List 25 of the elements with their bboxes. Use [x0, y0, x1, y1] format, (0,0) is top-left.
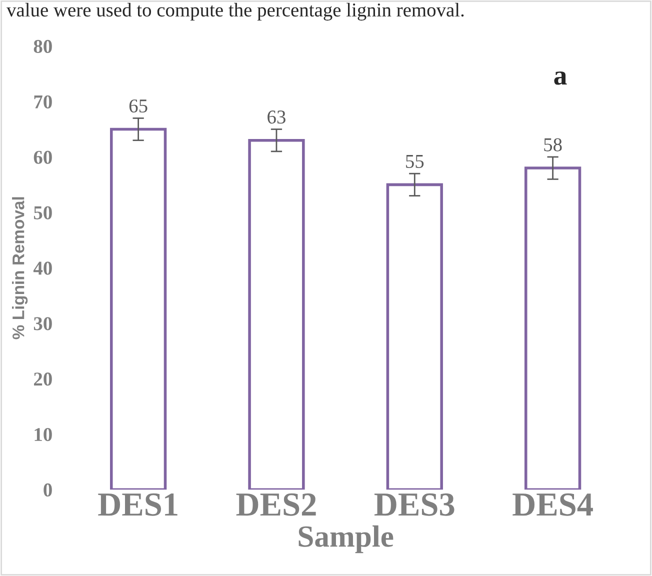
data-label: 63 — [268, 110, 286, 124]
annotation: a — [554, 71, 567, 85]
data-label: 55 — [406, 155, 424, 168]
y-tick-label: 20 — [34, 372, 52, 386]
y-axis-title: % Lignin Removal — [12, 197, 28, 340]
y-tick-label: 70 — [34, 95, 52, 108]
y-tick-label: 10 — [34, 428, 52, 442]
text: value were used to compute the percentage lignin removal. — [6, 2, 464, 21]
y-tick-label: 40 — [33, 262, 52, 275]
data-label: 65 — [129, 99, 148, 113]
bar — [386, 183, 443, 490]
y-tick-label: 80 — [34, 40, 52, 54]
y-tick-label: 60 — [34, 150, 52, 164]
x-tick-label: DES4 — [512, 493, 593, 516]
x-tick-label: DES3 — [374, 493, 454, 516]
bar — [524, 166, 582, 490]
y-tick-label: 0 — [44, 483, 52, 497]
bar — [110, 128, 167, 490]
x-tick-label: DES2 — [236, 493, 316, 516]
y-tick-label: 50 — [34, 206, 52, 220]
x-axis-title: Sample — [298, 525, 394, 554]
x-tick-label: DES1 — [98, 493, 178, 516]
data-label: 58 — [544, 138, 562, 152]
y-tick-label: 30 — [34, 317, 52, 330]
bar — [248, 138, 305, 490]
